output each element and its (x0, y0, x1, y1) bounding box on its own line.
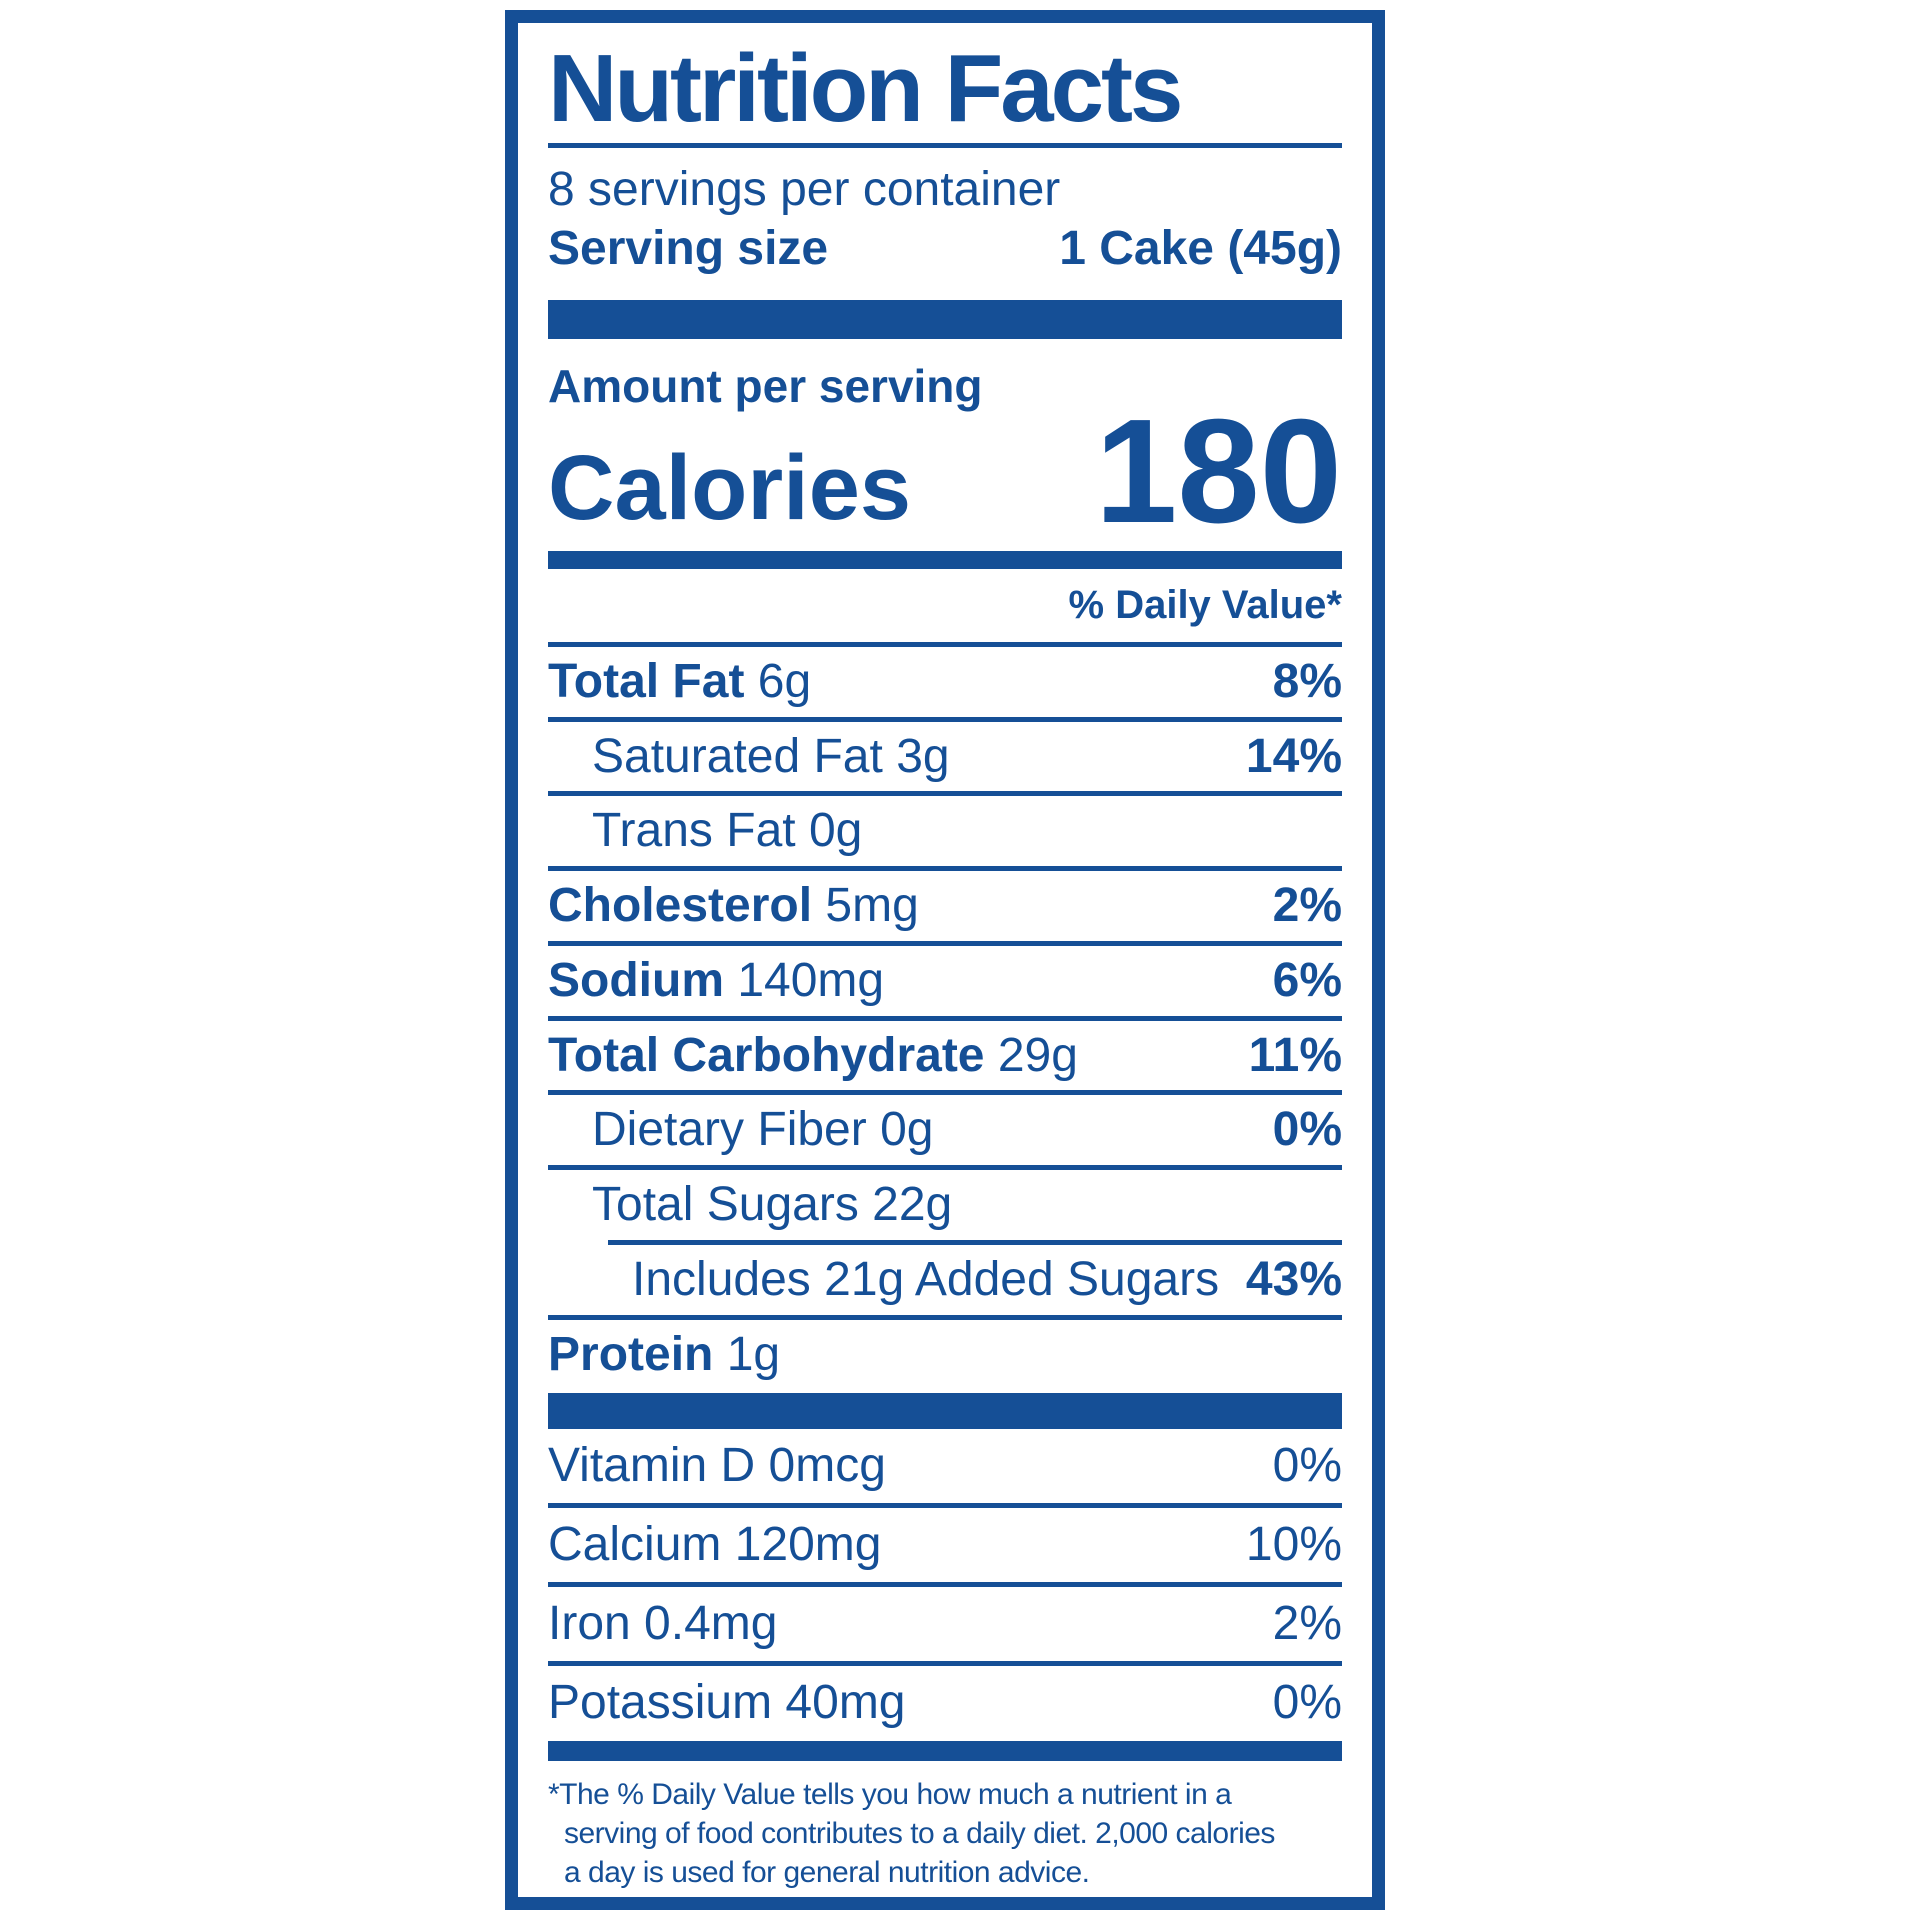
daily-value-heading: % Daily Value* (1068, 582, 1342, 627)
nutrient-name: Cholesterol 5mg (548, 879, 919, 933)
calories-row: Calories 180 (548, 389, 1342, 555)
rule (548, 1165, 1342, 1171)
micronutrient-name: Calcium 120mg (548, 1518, 882, 1572)
micronutrient-dv: 2% (1272, 1596, 1342, 1650)
micronutrient-dv: 0% (1272, 1439, 1342, 1493)
rule (548, 866, 1342, 872)
nutrient-row-dietary-fiber: Dietary Fiber 0g 0% (548, 1095, 1342, 1165)
rule (548, 1581, 1342, 1587)
footnote-line: *The % Daily Value tells you how much a … (548, 1778, 1232, 1812)
micronutrient-row-potassium: Potassium 40mg 0% (548, 1666, 1342, 1740)
servings-per-container: 8 servings per container (548, 162, 1061, 216)
section-divider-bar (548, 1393, 1342, 1430)
rule (548, 641, 1342, 647)
nutrient-name: Total Carbohydrate 29g (548, 1028, 1078, 1082)
section-divider-bar (548, 1741, 1342, 1762)
rule (548, 1503, 1342, 1509)
nutrient-name: Protein 1g (548, 1327, 781, 1381)
serving-size-value: 1 Cake (45g) (1059, 221, 1342, 275)
nutrient-dv: 0% (1272, 1103, 1342, 1157)
nutrient-dv: 6% (1272, 953, 1342, 1007)
micronutrient-name: Potassium 40mg (548, 1675, 906, 1729)
footnote-line: serving of food contributes to a daily d… (564, 1817, 1275, 1851)
nutrient-row-cholesterol: Cholesterol 5mg 2% (548, 871, 1342, 941)
nutrient-name: Includes 21g Added Sugars (632, 1252, 1220, 1306)
rule (548, 1015, 1342, 1021)
nutrient-row-trans-fat: Trans Fat 0g (548, 796, 1342, 866)
nutrient-row-saturated-fat: Saturated Fat 3g 14% (548, 722, 1342, 792)
micronutrient-row-calcium: Calcium 120mg 10% (548, 1508, 1342, 1582)
rule (548, 1314, 1342, 1320)
calories-label: Calories (548, 437, 912, 540)
rule (548, 1090, 1342, 1096)
nutrient-dv: 14% (1245, 729, 1342, 783)
nutrient-row-total-fat: Total Fat 6g 8% (548, 647, 1342, 717)
label-title: Nutrition Facts (548, 23, 1342, 148)
nutrient-name: Sodium 140mg (548, 953, 885, 1007)
rule-indented (608, 1239, 1342, 1245)
calories-divider-bar (548, 550, 1342, 569)
serving-size-row: Serving size 1 Cake (45g) (548, 221, 1342, 276)
nutrient-dv: 8% (1272, 654, 1342, 708)
daily-value-footnote: *The % Daily Value tells you how much a … (548, 1761, 1342, 1892)
micronutrient-dv: 10% (1245, 1518, 1342, 1572)
micronutrient-name: Vitamin D 0mcg (548, 1439, 886, 1493)
nutrient-name: Saturated Fat 3g (592, 729, 950, 783)
rule (548, 940, 1342, 946)
micronutrient-name: Iron 0.4mg (548, 1596, 778, 1650)
nutrient-dv: 2% (1272, 879, 1342, 933)
nutrient-name: Total Sugars 22g (592, 1178, 953, 1232)
rule (548, 716, 1342, 722)
nutrient-row-protein: Protein 1g (548, 1320, 1342, 1390)
nutrient-row-added-sugars: Includes 21g Added Sugars 43% (548, 1245, 1342, 1315)
nutrient-row-total-sugars: Total Sugars 22g (548, 1170, 1342, 1240)
rule (548, 791, 1342, 797)
calories-value: 180 (1095, 389, 1342, 555)
nutrient-row-total-carbohydrate: Total Carbohydrate 29g 11% (548, 1021, 1342, 1091)
footnote-line: a day is used for general nutrition advi… (564, 1856, 1090, 1890)
serving-size-label: Serving size (548, 221, 829, 275)
micronutrient-row-vitamin-d: Vitamin D 0mcg 0% (548, 1429, 1342, 1503)
rule (548, 1660, 1342, 1666)
nutrient-name: Trans Fat 0g (592, 804, 863, 858)
nutrient-dv: 43% (1245, 1252, 1342, 1306)
section-divider-bar (548, 299, 1342, 339)
nutrient-name: Dietary Fiber 0g (592, 1103, 934, 1157)
nutrient-row-sodium: Sodium 140mg 6% (548, 946, 1342, 1016)
micronutrient-row-iron: Iron 0.4mg 2% (548, 1587, 1342, 1661)
amount-per-serving-label: Amount per serving (548, 359, 983, 412)
nutrient-dv: 11% (1248, 1028, 1342, 1082)
micronutrient-dv: 0% (1272, 1675, 1342, 1729)
nutrient-name: Total Fat 6g (548, 654, 812, 708)
nutrition-facts-label: Nutrition Facts 8 servings per container… (505, 10, 1385, 1910)
